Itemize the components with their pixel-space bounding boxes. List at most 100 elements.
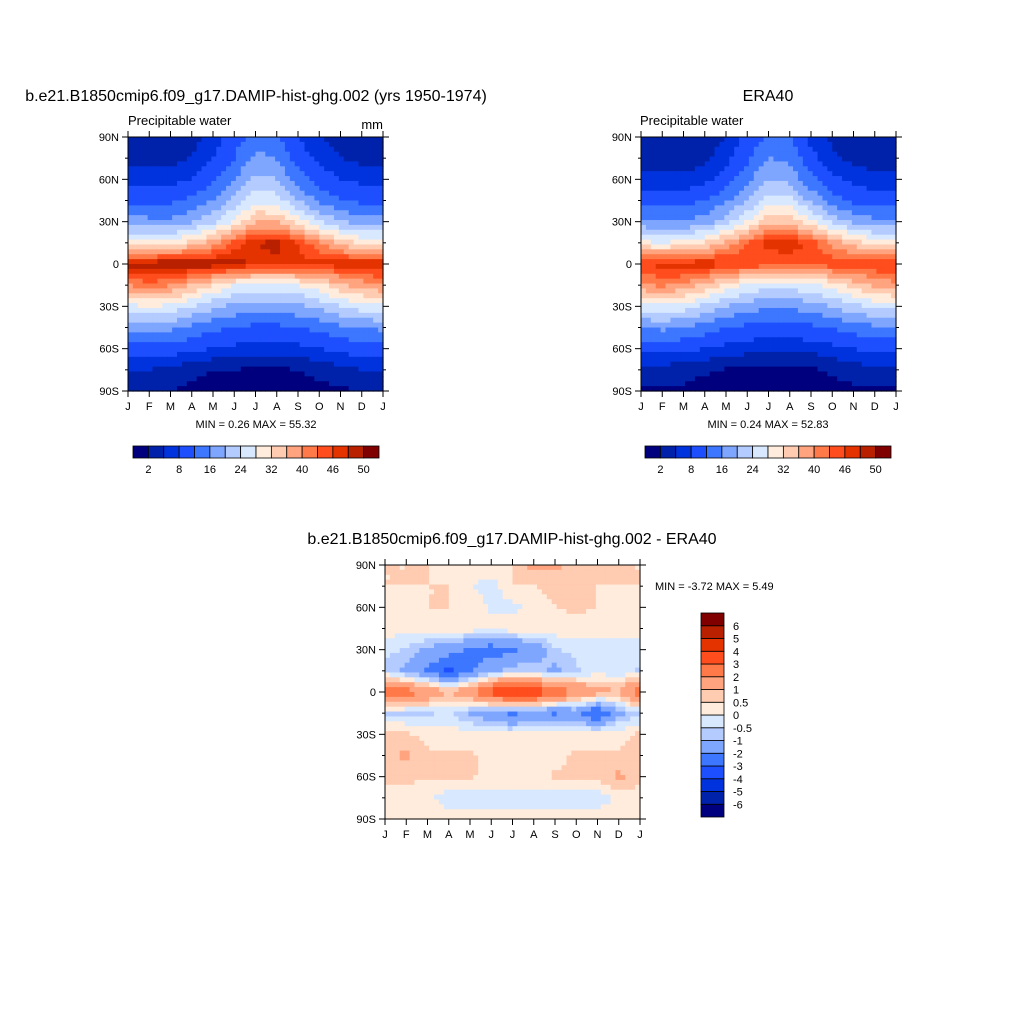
contour-cell bbox=[807, 322, 814, 329]
contour-cell bbox=[333, 176, 340, 182]
contour-cell bbox=[739, 234, 745, 241]
contour-cell bbox=[660, 151, 667, 158]
contour-cell bbox=[304, 259, 311, 265]
contour-cell bbox=[152, 220, 159, 226]
contour-cell bbox=[167, 210, 173, 216]
contour-cell bbox=[353, 176, 360, 182]
contour-cell bbox=[846, 244, 853, 250]
contour-cell bbox=[891, 288, 897, 294]
contour-cell bbox=[275, 351, 281, 358]
contour-cell bbox=[299, 337, 306, 343]
contour-cell bbox=[373, 161, 379, 167]
contour-cell bbox=[329, 351, 335, 358]
contour-cell bbox=[739, 205, 745, 211]
contour-cell bbox=[191, 283, 198, 290]
contour-cell bbox=[137, 249, 144, 255]
contour-cell bbox=[641, 166, 647, 172]
contour-cell bbox=[324, 210, 330, 216]
contour-cell bbox=[856, 180, 863, 187]
contour-cell bbox=[812, 332, 819, 338]
contour-cell bbox=[363, 190, 369, 197]
contour-cell bbox=[289, 229, 296, 236]
contour-cell bbox=[324, 371, 330, 377]
contour-cell bbox=[837, 312, 843, 319]
contour-cell bbox=[837, 151, 843, 158]
contour-cell bbox=[338, 229, 345, 236]
contour-cell bbox=[866, 298, 873, 304]
contour-cell bbox=[162, 151, 168, 158]
contour-cell bbox=[778, 293, 784, 299]
contour-cell bbox=[680, 283, 686, 290]
contour-cell bbox=[270, 278, 276, 285]
contour-cell bbox=[270, 176, 276, 182]
contour-cell bbox=[802, 293, 809, 299]
contour-cell bbox=[685, 342, 691, 348]
contour-cell bbox=[768, 205, 774, 211]
contour-cell bbox=[368, 190, 374, 197]
contour-cell bbox=[378, 293, 384, 299]
contour-cell bbox=[665, 312, 672, 319]
contour-cell bbox=[793, 161, 799, 167]
contour-cell bbox=[329, 200, 335, 206]
contour-cell bbox=[181, 176, 188, 182]
contour-cell bbox=[221, 307, 227, 314]
contour-cell bbox=[250, 327, 257, 333]
contour-cell bbox=[181, 268, 188, 275]
contour-cell bbox=[694, 307, 701, 314]
contour-cell bbox=[891, 210, 897, 216]
contour-cell bbox=[299, 239, 306, 246]
contour-cell bbox=[645, 249, 652, 255]
contour-cell bbox=[807, 283, 814, 290]
contour-cell bbox=[167, 386, 173, 392]
contour-cell bbox=[250, 356, 257, 363]
contour-cell bbox=[348, 283, 355, 290]
contour-cell bbox=[846, 229, 853, 236]
contour-cell bbox=[822, 166, 828, 172]
contour-cell bbox=[758, 229, 765, 236]
contour-cell bbox=[768, 278, 774, 285]
contour-cell bbox=[856, 171, 863, 177]
contour-cell bbox=[680, 317, 686, 324]
contour-cell bbox=[177, 185, 183, 192]
contour-cell bbox=[743, 195, 750, 202]
contour-cell bbox=[358, 141, 364, 148]
contour-cell bbox=[641, 239, 647, 246]
contour-cell bbox=[358, 361, 364, 368]
contour-cell bbox=[861, 215, 868, 221]
contour-cell bbox=[694, 317, 701, 324]
contour-cell bbox=[758, 317, 765, 324]
contour-cell bbox=[768, 171, 774, 177]
contour-cell bbox=[724, 166, 730, 172]
contour-cell bbox=[645, 273, 652, 280]
contour-cell bbox=[866, 146, 873, 153]
contour-cell bbox=[773, 210, 779, 216]
contour-cell bbox=[739, 312, 745, 319]
contour-cell bbox=[230, 273, 237, 280]
contour-cell bbox=[660, 317, 667, 324]
contour-cell bbox=[206, 195, 212, 202]
contour-cell bbox=[846, 195, 853, 202]
contour-cell bbox=[748, 205, 755, 211]
contour-cell bbox=[167, 268, 173, 275]
contour-cell bbox=[250, 303, 257, 309]
contour-cell bbox=[773, 298, 779, 304]
contour-cell bbox=[353, 161, 360, 167]
contour-cell bbox=[289, 180, 296, 187]
contour-cell bbox=[157, 298, 163, 304]
contour-cell bbox=[773, 307, 779, 314]
contour-cell bbox=[172, 141, 178, 148]
contour-cell bbox=[807, 249, 814, 255]
contour-cell bbox=[221, 190, 227, 197]
contour-cell bbox=[260, 151, 266, 158]
contour-cell bbox=[645, 332, 652, 338]
contour-cell bbox=[191, 312, 198, 319]
contour-cell bbox=[358, 224, 364, 231]
contour-cell bbox=[837, 171, 843, 177]
contour-cell bbox=[748, 337, 755, 343]
contour-cell bbox=[201, 327, 208, 333]
contour-cell bbox=[748, 161, 755, 167]
contour-cell bbox=[827, 244, 833, 250]
contour-cell bbox=[235, 180, 242, 187]
contour-cell bbox=[226, 259, 232, 265]
contour-cell bbox=[655, 342, 662, 348]
